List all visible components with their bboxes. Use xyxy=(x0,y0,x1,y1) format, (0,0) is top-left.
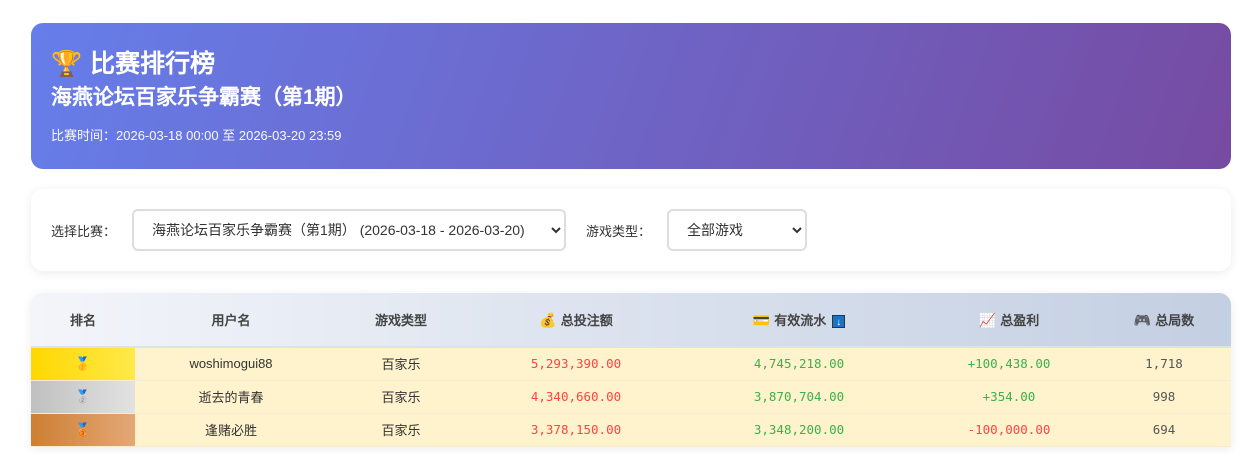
username: woshimogui88 xyxy=(135,347,327,381)
silver-medal-icon: 🥈 xyxy=(31,380,135,414)
col-username[interactable]: 用户名 xyxy=(135,293,327,348)
game-type: 百家乐 xyxy=(327,380,475,414)
col-valid-flow[interactable]: 💳 有效流水 ↓ xyxy=(677,293,921,348)
total-bet: 4,340,660.00 xyxy=(475,380,677,414)
gamepad-icon: 🎮 xyxy=(1133,312,1152,328)
trophy-icon: 🏆 xyxy=(51,50,83,78)
total-rounds: 998 xyxy=(1097,380,1231,414)
valid-flow: 3,870,704.00 xyxy=(677,380,921,414)
game-type-label: 游戏类型： xyxy=(586,223,652,239)
money-bag-icon: 💰 xyxy=(539,312,557,328)
total-profit: -100,000.00 xyxy=(921,413,1097,447)
game-type-select[interactable]: 全部游戏 xyxy=(667,209,808,251)
table-row: 🥇 woshimogui88 百家乐 5,293,390.00 4,745,21… xyxy=(31,347,1231,381)
total-profit: +354.00 xyxy=(921,380,1097,414)
sort-desc-icon[interactable]: ↓ xyxy=(832,315,846,329)
table-row: 🥈 逝去的青春 百家乐 4,340,660.00 3,870,704.00 +3… xyxy=(31,380,1231,414)
col-rank[interactable]: 排名 xyxy=(31,293,135,348)
username: 逝去的青春 xyxy=(135,380,327,414)
game-type: 百家乐 xyxy=(327,413,475,447)
chart-icon: 📈 xyxy=(978,312,997,328)
col-total-profit[interactable]: 📈 总盈利 xyxy=(921,293,1097,348)
table-row: 🥉 逢赌必胜 百家乐 3,378,150.00 3,348,200.00 -10… xyxy=(31,413,1231,447)
contest-header: 🏆 比赛排行榜 海燕论坛百家乐争霸赛（第1期） 比赛时间：2026-03-18 0… xyxy=(31,23,1231,169)
total-rounds: 694 xyxy=(1097,413,1231,447)
col-total-rounds[interactable]: 🎮 总局数 xyxy=(1097,293,1231,348)
total-rounds: 1,718 xyxy=(1097,347,1231,381)
contest-name: 海燕论坛百家乐争霸赛（第1期） xyxy=(51,86,357,109)
col-game-type[interactable]: 游戏类型 xyxy=(327,293,475,348)
bronze-medal-icon: 🥉 xyxy=(31,413,135,447)
valid-flow: 4,745,218.00 xyxy=(677,347,921,381)
page-title: 比赛排行榜 xyxy=(90,50,216,78)
filter-bar: 选择比赛： 海燕论坛百家乐争霸赛（第1期） (2026-03-18 - 2026… xyxy=(31,189,1231,271)
contest-label: 选择比赛： xyxy=(51,223,117,239)
game-type: 百家乐 xyxy=(327,347,475,381)
valid-flow: 3,348,200.00 xyxy=(677,413,921,447)
total-bet: 3,378,150.00 xyxy=(475,413,677,447)
gold-medal-icon: 🥇 xyxy=(31,347,135,381)
leaderboard-table: 排名 用户名 游戏类型 💰 总投注额 💳 有效流水 ↓ 📈 总盈利 🎮 总局数 🥇 wos… xyxy=(31,293,1231,447)
total-profit: +100,438.00 xyxy=(921,347,1097,381)
total-bet: 5,293,390.00 xyxy=(475,347,677,381)
contest-select[interactable]: 海燕论坛百家乐争霸赛（第1期） (2026-03-18 - 2026-03-20… xyxy=(132,209,567,251)
col-total-bet[interactable]: 💰 总投注额 xyxy=(475,293,677,348)
contest-time: 比赛时间：2026-03-18 00:00 至 2026-03-20 23:59 xyxy=(51,128,342,143)
credit-card-icon: 💳 xyxy=(752,312,771,328)
username: 逢赌必胜 xyxy=(135,413,327,447)
